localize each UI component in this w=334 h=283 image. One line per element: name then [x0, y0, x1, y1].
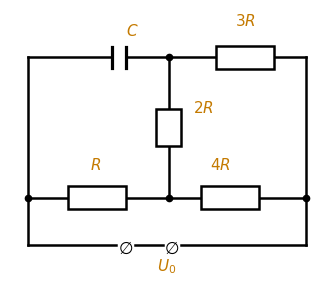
Text: $C$: $C$ [126, 23, 139, 39]
Text: $\emptyset$: $\emptyset$ [164, 239, 180, 258]
Text: $\emptyset$: $\emptyset$ [118, 239, 133, 258]
Text: $R$: $R$ [90, 157, 101, 173]
Bar [156, 109, 181, 146]
Text: $3R$: $3R$ [235, 13, 255, 29]
Text: $2R$: $2R$ [193, 100, 214, 116]
Text: $U_0$: $U_0$ [157, 258, 177, 276]
Bar [201, 186, 259, 209]
Text: $4R$: $4R$ [209, 157, 230, 173]
Bar [68, 186, 127, 209]
Bar [216, 46, 274, 69]
